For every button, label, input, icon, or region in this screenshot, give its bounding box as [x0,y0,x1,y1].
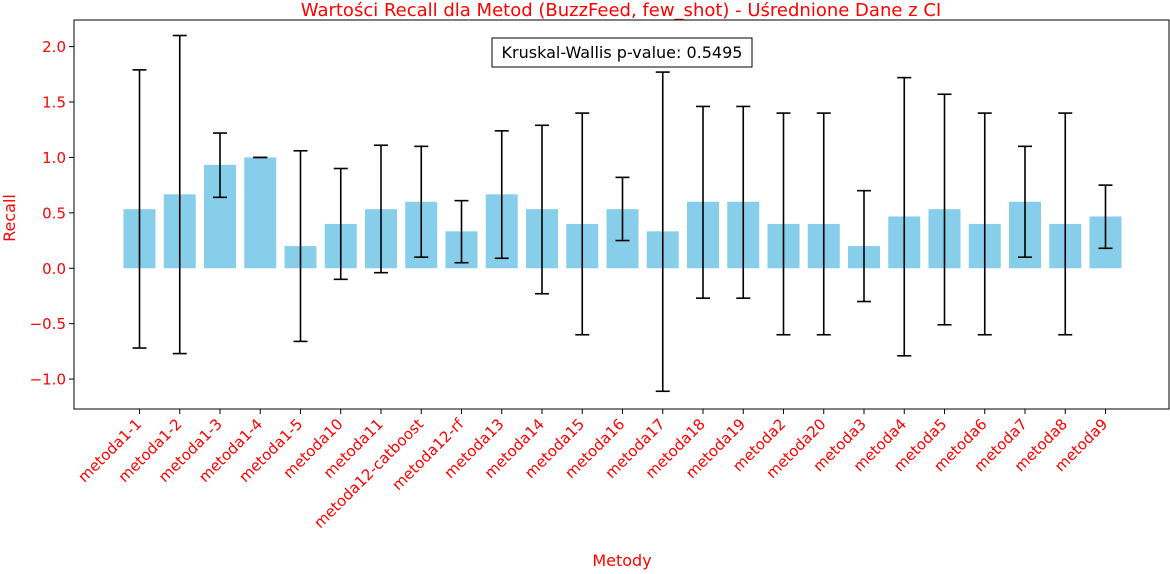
errorbar-metoda5 [937,93,952,326]
errorbar-metoda12-catboost [414,145,429,258]
errorbar-metoda6 [977,112,992,336]
y-tick-label: 0.5 [42,204,66,222]
y-tick-label: 1.0 [42,149,66,167]
errorbar-metoda19 [736,105,751,299]
y-tick-label: 1.5 [42,94,66,112]
errorbar-metoda20 [816,112,831,336]
y-tick-label: 0.0 [42,260,66,278]
errorbar-metoda8 [1058,112,1073,336]
errorbar-metoda18 [696,105,710,299]
errorbar-metoda3 [857,189,871,303]
y-axis: −1.0 −0.5 0.0 0.5 1.0 1.5 2.0 [30,38,74,389]
bar-metoda1-4 [244,157,277,269]
errorbar-metoda7 [1018,145,1032,258]
y-axis-label: Recall [0,194,19,242]
errorbar-metoda2 [776,112,791,336]
chart-title: Wartości Recall dla Metod (BuzzFeed, few… [301,0,941,21]
errorbar-metoda13 [494,130,509,260]
annotation-frame [491,37,753,68]
errorbar-metoda1-5 [293,149,308,343]
errorbar-metoda9 [1098,184,1113,250]
errorbar-metoda10 [333,167,348,281]
errorbar-metoda16 [615,176,630,242]
errorbar-metoda14 [535,124,549,295]
plot-frame [73,19,1170,410]
errorbar-metoda15 [575,112,590,336]
errorbar-metoda4 [897,76,912,357]
errorbar-metoda1-3 [213,132,227,199]
x-axis: metoda1-1metoda1-2metoda1-3metoda1-4meto… [75,409,1111,532]
y-tick-label: −0.5 [30,315,66,333]
errorbar-metoda1-2 [172,34,187,355]
errorbars-layer [132,34,1113,393]
errorbar-metoda12-rf [454,199,469,264]
errorbar-metoda11 [374,144,388,274]
annotation-text: Kruskal-Wallis p-value: 0.5495 [502,43,743,62]
y-tick-label: −1.0 [30,371,66,389]
x-axis-label: Metody [592,551,651,570]
errorbar-metoda1-1 [132,69,147,349]
errorbar-metoda17 [655,71,670,393]
y-tick-label: 2.0 [42,38,66,56]
annotation-box: Kruskal-Wallis p-value: 0.5495 [491,37,753,68]
